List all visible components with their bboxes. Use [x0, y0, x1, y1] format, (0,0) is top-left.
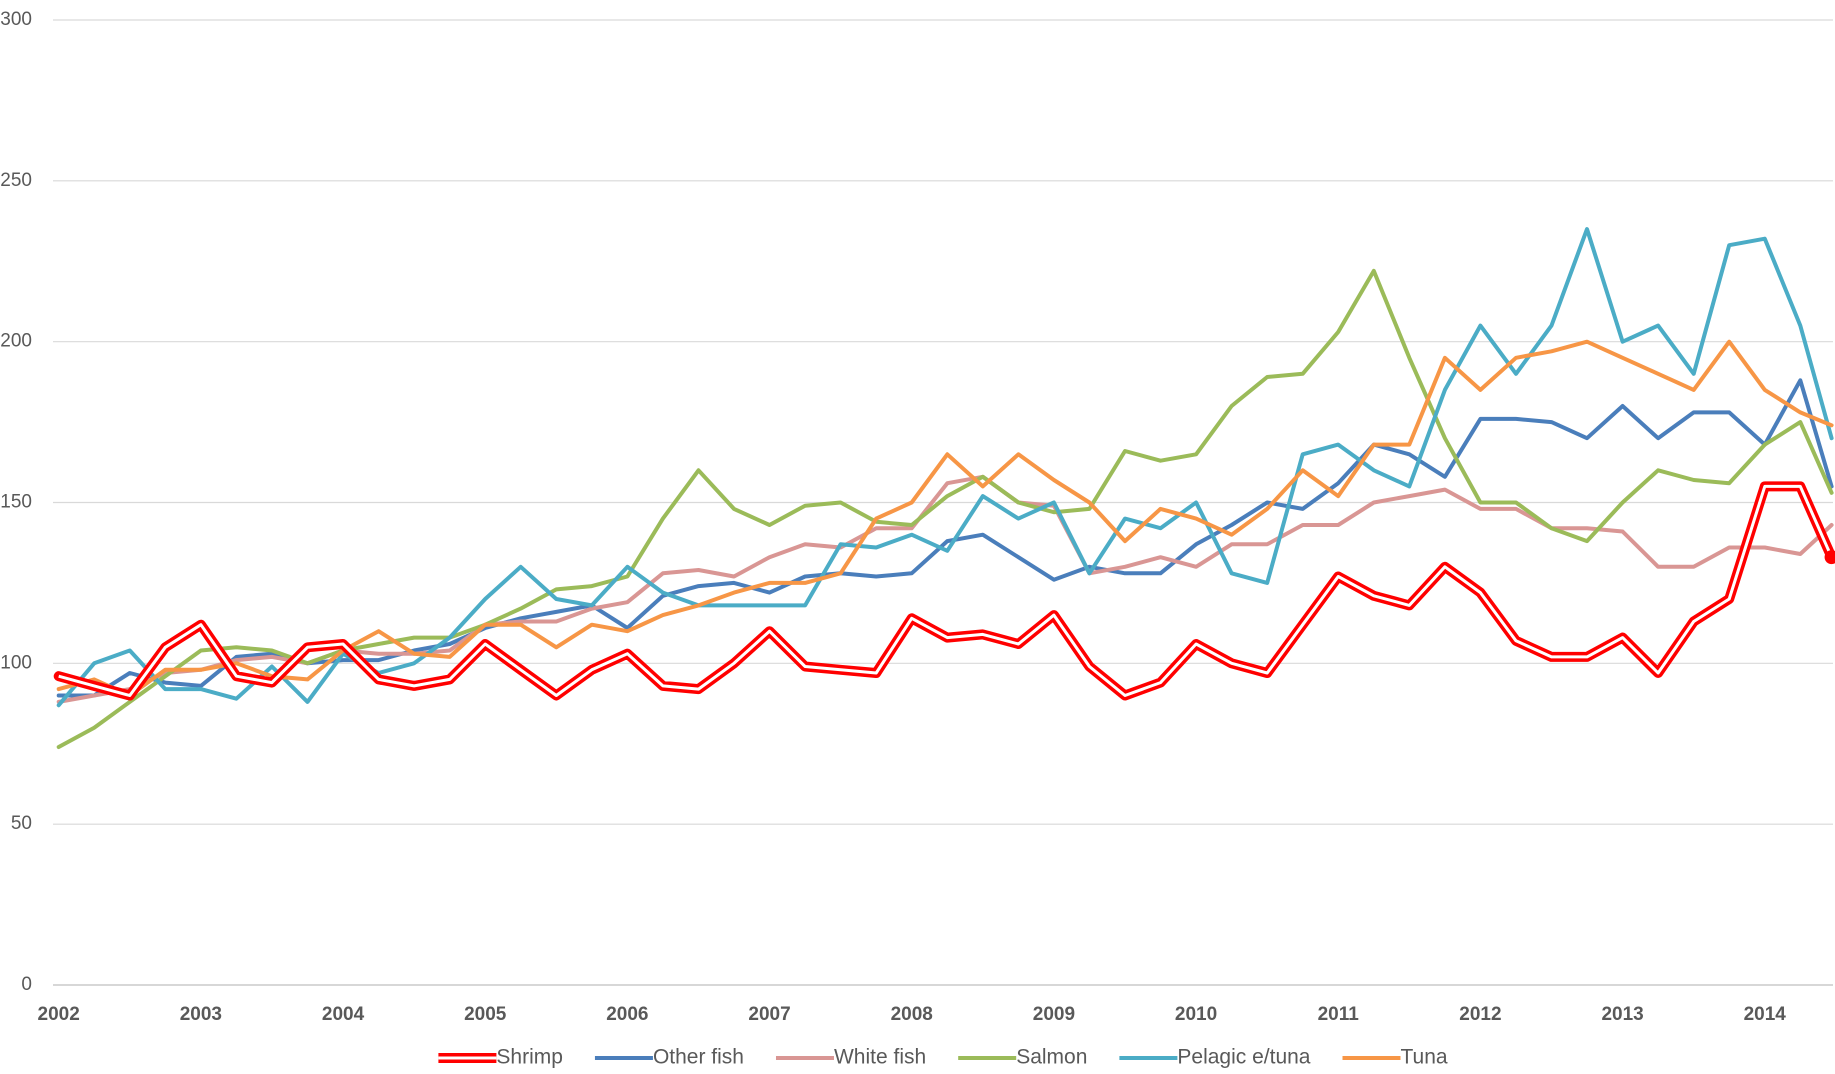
legend-label: Other fish — [653, 1046, 744, 1069]
x-tick-label: 2011 — [1318, 1004, 1360, 1025]
x-tick-label: 2013 — [1601, 1004, 1643, 1025]
x-tick-label: 2012 — [1459, 1004, 1501, 1025]
y-tick-label: 100 — [0, 652, 32, 673]
series-line — [56, 268, 1834, 749]
series-line-center — [58, 484, 1833, 697]
x-tick-label: 2004 — [322, 1004, 365, 1025]
legend-label: Salmon — [1016, 1046, 1087, 1069]
y-tick-label: 150 — [0, 492, 32, 513]
x-tick-label: 2005 — [464, 1004, 507, 1025]
series-line — [56, 339, 1834, 698]
x-tick-label: 2006 — [606, 1004, 648, 1025]
legend-label: White fish — [834, 1046, 926, 1069]
y-tick-label: 50 — [11, 813, 32, 834]
y-tick-label: 300 — [0, 9, 32, 30]
legend: Shrimp Other fish White fish Salmon Pelagic … — [438, 1046, 1448, 1069]
y-tick-label: 250 — [0, 170, 32, 191]
legend-label: Pelagic e/tuna — [1177, 1046, 1310, 1069]
x-tick-label: 2014 — [1744, 1004, 1787, 1025]
legend-label: Tuna — [1401, 1046, 1448, 1069]
y-tick-label: 0 — [21, 974, 32, 995]
x-tick-label: 2008 — [891, 1004, 933, 1025]
x-tick-label: 2009 — [1033, 1004, 1075, 1025]
x-tick-label: 2002 — [38, 1004, 80, 1025]
series-line — [56, 474, 1834, 704]
x-tick-label: 2010 — [1175, 1004, 1217, 1025]
end-marker — [1824, 550, 1835, 565]
x-tick-label: 2007 — [748, 1004, 790, 1025]
y-tick-label: 200 — [0, 331, 32, 352]
legend-label: Shrimp — [496, 1046, 563, 1069]
x-tick-label: 2003 — [180, 1004, 222, 1025]
